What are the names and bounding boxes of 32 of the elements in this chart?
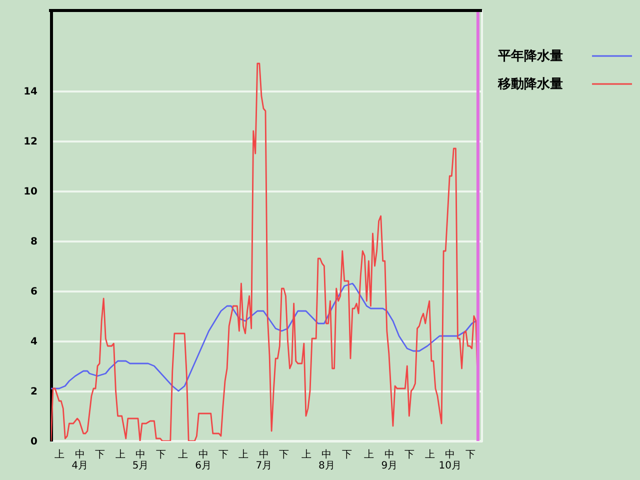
y-tick-label: 8	[30, 236, 38, 248]
x-tick-label: 上	[424, 448, 435, 460]
x-tick-label: 下	[342, 450, 352, 460]
x-tick-label: 中 6月	[195, 448, 212, 472]
x-tick-label: 中 4月	[72, 448, 88, 472]
x-tick-label: 下	[404, 450, 415, 460]
legend-label: 移動降水量	[497, 77, 563, 92]
y-tick-label: 4	[30, 336, 38, 348]
x-tick-label: 上	[364, 448, 374, 460]
x-tick-label: 上	[238, 448, 249, 460]
y-tick-label: 12	[24, 136, 38, 148]
x-tick-label: 下	[156, 450, 166, 460]
x-tick-label: 下	[279, 450, 290, 460]
x-tick-label: 上	[301, 448, 312, 460]
y-tick-label: 14	[24, 86, 38, 98]
x-tick-label: 下	[218, 450, 228, 460]
y-tick-label: 6	[30, 286, 38, 298]
line-series	[51, 62, 479, 441]
x-tick-label: 上	[115, 448, 126, 460]
x-tick-label: 中 5月	[132, 448, 149, 472]
x-tick-label: 中 10月	[438, 448, 462, 472]
y-tick-label: 10	[24, 186, 38, 198]
x-tick-label: 中 9月	[381, 448, 398, 472]
y-tick-label: 2	[30, 386, 38, 398]
x-tick-label: 上	[178, 448, 188, 460]
x-tick-label: 下	[465, 450, 476, 460]
x-tick-label: 下	[95, 450, 106, 460]
legend-label: 平年降水量	[497, 49, 563, 64]
y-tick-label: 0	[30, 436, 38, 448]
x-tick-label: 中 7月	[256, 448, 272, 472]
x-tick-label: 上	[54, 448, 65, 460]
x-tick-label: 中 8月	[318, 448, 335, 472]
